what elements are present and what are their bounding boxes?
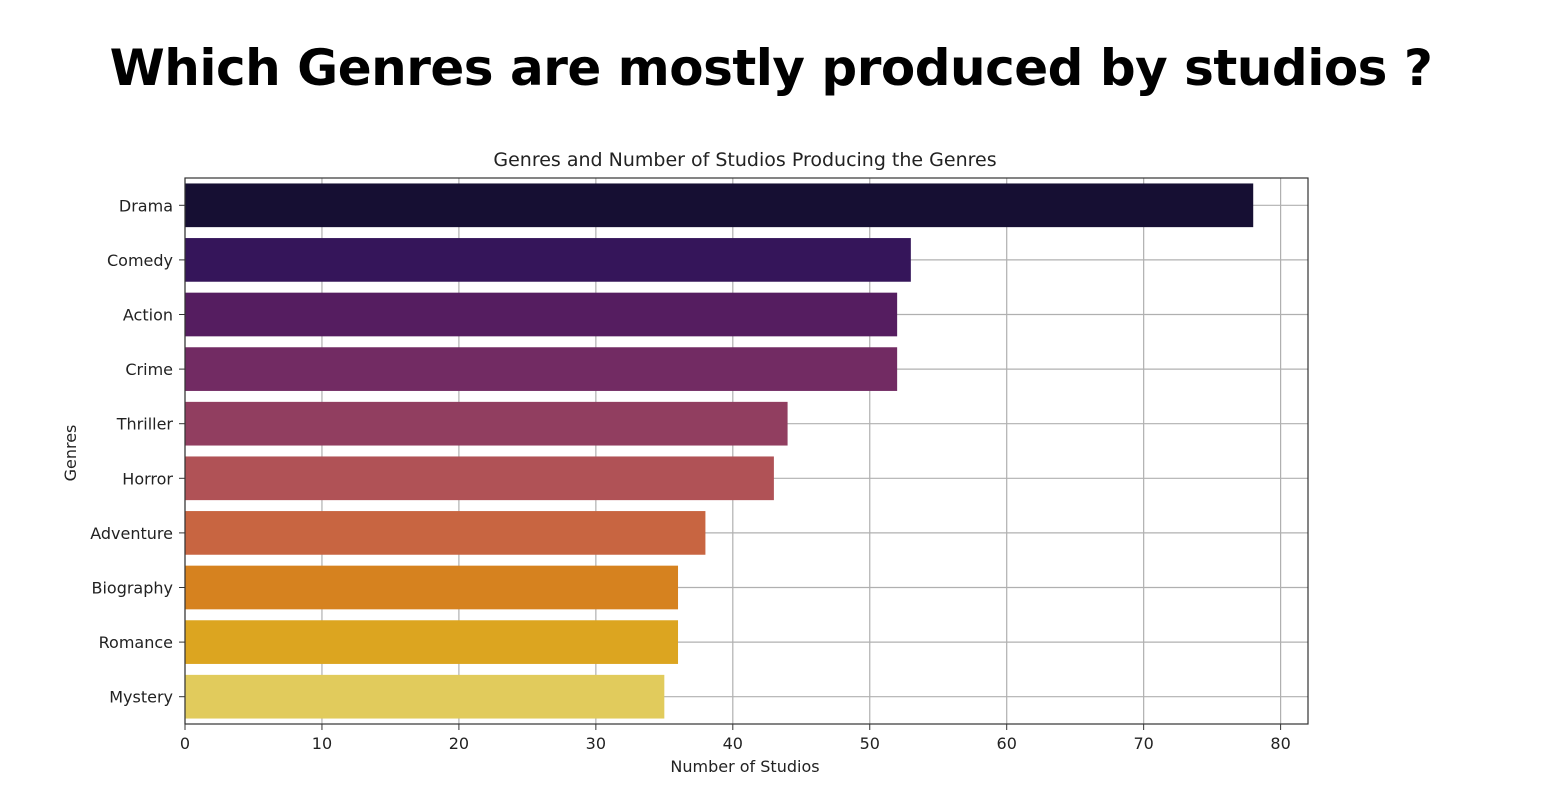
y-tick-label: Comedy xyxy=(107,251,173,270)
chart-container: Genres and Number of Studios Producing t… xyxy=(0,130,1542,810)
bars xyxy=(185,183,1254,719)
bar-action xyxy=(185,292,898,337)
x-tick-label: 30 xyxy=(586,734,606,753)
x-tick-label: 20 xyxy=(449,734,469,753)
chart-title: Genres and Number of Studios Producing t… xyxy=(493,149,996,171)
x-axis-label: Number of Studios xyxy=(670,757,819,776)
y-tick-labels: Drama Comedy Action Crime Thriller Horror Adve… xyxy=(90,196,185,707)
y-tick-label: Adventure xyxy=(90,524,173,543)
bar-drama xyxy=(185,183,1254,228)
y-tick-label: Thriller xyxy=(116,415,174,434)
y-tick-label: Horror xyxy=(122,469,173,488)
y-tick-label: Action xyxy=(123,306,173,325)
bar-crime xyxy=(185,347,898,391)
y-tick-label: Mystery xyxy=(109,688,173,707)
x-tick-label: 40 xyxy=(723,734,743,753)
bar-adventure xyxy=(185,511,706,555)
y-tick-label: Biography xyxy=(91,579,173,598)
x-tick-label: 60 xyxy=(997,734,1017,753)
bar-horror xyxy=(185,456,774,501)
x-tick-labels: 0 10 20 30 40 50 60 70 80 xyxy=(180,724,1291,753)
page-headline: Which Genres are mostly produced by stud… xyxy=(109,39,1433,97)
bar-thriller xyxy=(185,401,788,446)
y-tick-label: Crime xyxy=(125,360,173,379)
bar-romance xyxy=(185,620,679,664)
y-tick-label: Drama xyxy=(119,196,173,215)
bar-biography xyxy=(185,565,679,610)
plot-frame xyxy=(184,177,1309,725)
bar-comedy xyxy=(185,238,911,282)
x-tick-label: 10 xyxy=(312,734,332,753)
y-tick-label: Romance xyxy=(99,633,173,652)
bar-chart: Genres and Number of Studios Producing t… xyxy=(61,149,1309,776)
x-tick-label: 70 xyxy=(1133,734,1153,753)
y-axis-label: Genres xyxy=(61,425,80,482)
bar-mystery xyxy=(185,674,665,719)
x-tick-label: 80 xyxy=(1270,734,1290,753)
x-tick-label: 50 xyxy=(860,734,880,753)
x-tick-label: 0 xyxy=(180,734,190,753)
